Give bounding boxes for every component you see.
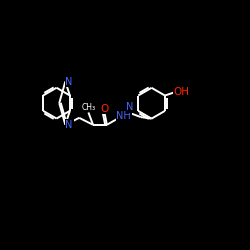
Text: CH₃: CH₃ (81, 102, 96, 112)
Text: O: O (100, 104, 109, 114)
Text: OH: OH (174, 87, 190, 97)
Text: N: N (66, 120, 73, 130)
Text: N: N (126, 102, 134, 112)
Text: N: N (66, 76, 73, 86)
Text: NH: NH (116, 111, 131, 121)
